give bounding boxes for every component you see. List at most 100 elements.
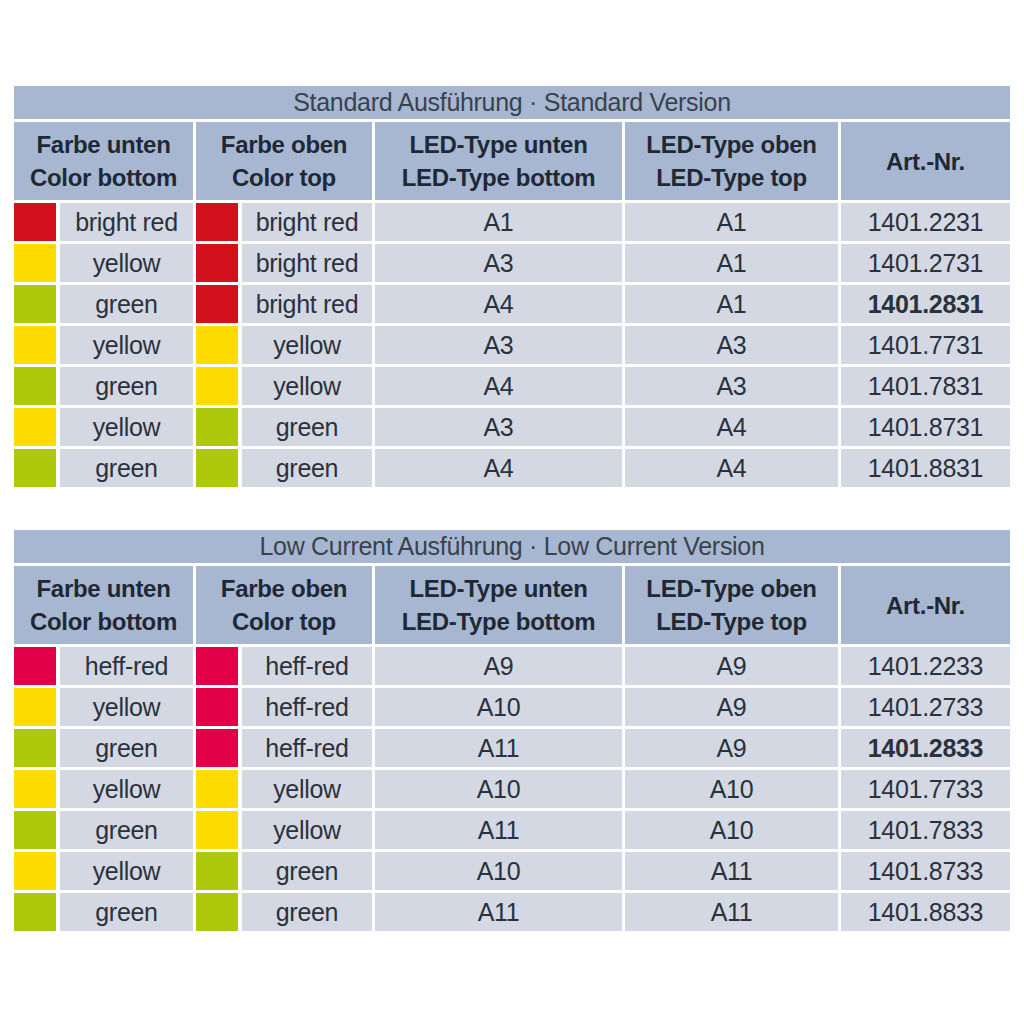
color-bottom-cell: green [14, 811, 193, 849]
artnr-value: 1401.8833 [841, 893, 1010, 931]
color-label: yellow [60, 244, 193, 282]
color-bottom-cell: green [14, 893, 193, 931]
color-swatch [14, 408, 56, 446]
header-led-type-bottom: LED-Type unten LED-Type bottom [375, 122, 622, 200]
header-line: LED-Type bottom [402, 605, 596, 638]
led-type-bottom-value: A11 [375, 811, 622, 849]
header-led-type-bottom: LED-Type unten LED-Type bottom [375, 566, 622, 644]
led-type-bottom-value: A3 [375, 244, 622, 282]
header-line: Art.-Nr. [886, 145, 965, 178]
color-label: yellow [60, 326, 193, 364]
color-label: yellow [60, 408, 193, 446]
color-label: bright red [242, 203, 372, 241]
color-swatch [196, 326, 238, 364]
color-top-cell: yellow [196, 811, 372, 849]
table-title: Low Current Ausführung · Low Current Ver… [14, 530, 1010, 563]
color-swatch [196, 811, 238, 849]
table-row: bright red bright red A1 A1 1401.2231 [14, 203, 1010, 241]
led-type-bottom-value: A4 [375, 367, 622, 405]
standard-version-table: Standard Ausführung · Standard Version F… [14, 86, 1010, 487]
color-bottom-cell: yellow [14, 408, 193, 446]
color-label: green [60, 367, 193, 405]
table-row: green yellow A11 A10 1401.7833 [14, 811, 1010, 849]
color-bottom-cell: yellow [14, 688, 193, 726]
color-swatch [14, 326, 56, 364]
led-type-top-value: A4 [625, 449, 838, 487]
color-swatch [14, 811, 56, 849]
table-row: heff-red heff-red A9 A9 1401.2233 [14, 647, 1010, 685]
header-line: LED-Type oben [646, 128, 816, 161]
table-row: green green A4 A4 1401.8831 [14, 449, 1010, 487]
led-type-top-value: A1 [625, 203, 838, 241]
artnr-value: 1401.7831 [841, 367, 1010, 405]
color-swatch [196, 367, 238, 405]
table-row: yellow heff-red A10 A9 1401.2733 [14, 688, 1010, 726]
color-swatch [196, 852, 238, 890]
table-row: green heff-red A11 A9 1401.2833 [14, 729, 1010, 767]
artnr-value: 1401.2731 [841, 244, 1010, 282]
color-label: yellow [60, 770, 193, 808]
color-label: yellow [242, 367, 372, 405]
led-type-bottom-value: A10 [375, 852, 622, 890]
color-swatch [196, 647, 238, 685]
led-type-top-value: A10 [625, 811, 838, 849]
artnr-value: 1401.2831 [841, 285, 1010, 323]
color-label: yellow [60, 688, 193, 726]
header-row: Farbe unten Color bottom Farbe oben Colo… [14, 566, 1010, 644]
led-type-top-value: A1 [625, 244, 838, 282]
artnr-value: 1401.2833 [841, 729, 1010, 767]
led-type-bottom-value: A1 [375, 203, 622, 241]
led-type-bottom-value: A9 [375, 647, 622, 685]
color-swatch [14, 203, 56, 241]
led-type-top-value: A9 [625, 729, 838, 767]
header-line: Color top [232, 605, 336, 638]
led-type-top-value: A4 [625, 408, 838, 446]
led-type-bottom-value: A4 [375, 449, 622, 487]
led-type-top-value: A3 [625, 326, 838, 364]
color-bottom-cell: heff-red [14, 647, 193, 685]
color-top-cell: yellow [196, 770, 372, 808]
color-bottom-cell: green [14, 285, 193, 323]
color-swatch [14, 729, 56, 767]
led-type-top-value: A11 [625, 852, 838, 890]
header-color-top: Farbe oben Color top [196, 122, 372, 200]
artnr-value: 1401.8731 [841, 408, 1010, 446]
header-color-bottom: Farbe unten Color bottom [14, 122, 193, 200]
color-label: green [242, 852, 372, 890]
header-line: Farbe unten [36, 128, 170, 161]
artnr-value: 1401.2733 [841, 688, 1010, 726]
table-row: green bright red A4 A1 1401.2831 [14, 285, 1010, 323]
led-type-top-value: A10 [625, 770, 838, 808]
color-swatch [196, 203, 238, 241]
color-top-cell: yellow [196, 326, 372, 364]
artnr-value: 1401.7733 [841, 770, 1010, 808]
led-type-bottom-value: A10 [375, 688, 622, 726]
header-line: Farbe unten [36, 572, 170, 605]
color-swatch [196, 688, 238, 726]
led-type-top-value: A3 [625, 367, 838, 405]
color-top-cell: bright red [196, 285, 372, 323]
table-row: yellow yellow A3 A3 1401.7731 [14, 326, 1010, 364]
header-line: Farbe oben [221, 572, 347, 605]
table-title: Standard Ausführung · Standard Version [14, 86, 1010, 119]
header-row: Farbe unten Color bottom Farbe oben Colo… [14, 122, 1010, 200]
color-label: green [60, 449, 193, 487]
led-type-top-value: A1 [625, 285, 838, 323]
color-bottom-cell: green [14, 729, 193, 767]
header-line: Art.-Nr. [886, 589, 965, 622]
color-top-cell: yellow [196, 367, 372, 405]
led-type-bottom-value: A4 [375, 285, 622, 323]
led-type-bottom-value: A11 [375, 893, 622, 931]
color-top-cell: green [196, 852, 372, 890]
header-line: LED-Type unten [409, 128, 587, 161]
led-type-bottom-value: A10 [375, 770, 622, 808]
color-swatch [196, 449, 238, 487]
color-bottom-cell: yellow [14, 770, 193, 808]
color-label: green [242, 893, 372, 931]
header-line: LED-Type oben [646, 572, 816, 605]
table-row: green yellow A4 A3 1401.7831 [14, 367, 1010, 405]
color-top-cell: heff-red [196, 647, 372, 685]
color-label: bright red [242, 285, 372, 323]
color-label: heff-red [242, 729, 372, 767]
header-line: LED-Type unten [409, 572, 587, 605]
